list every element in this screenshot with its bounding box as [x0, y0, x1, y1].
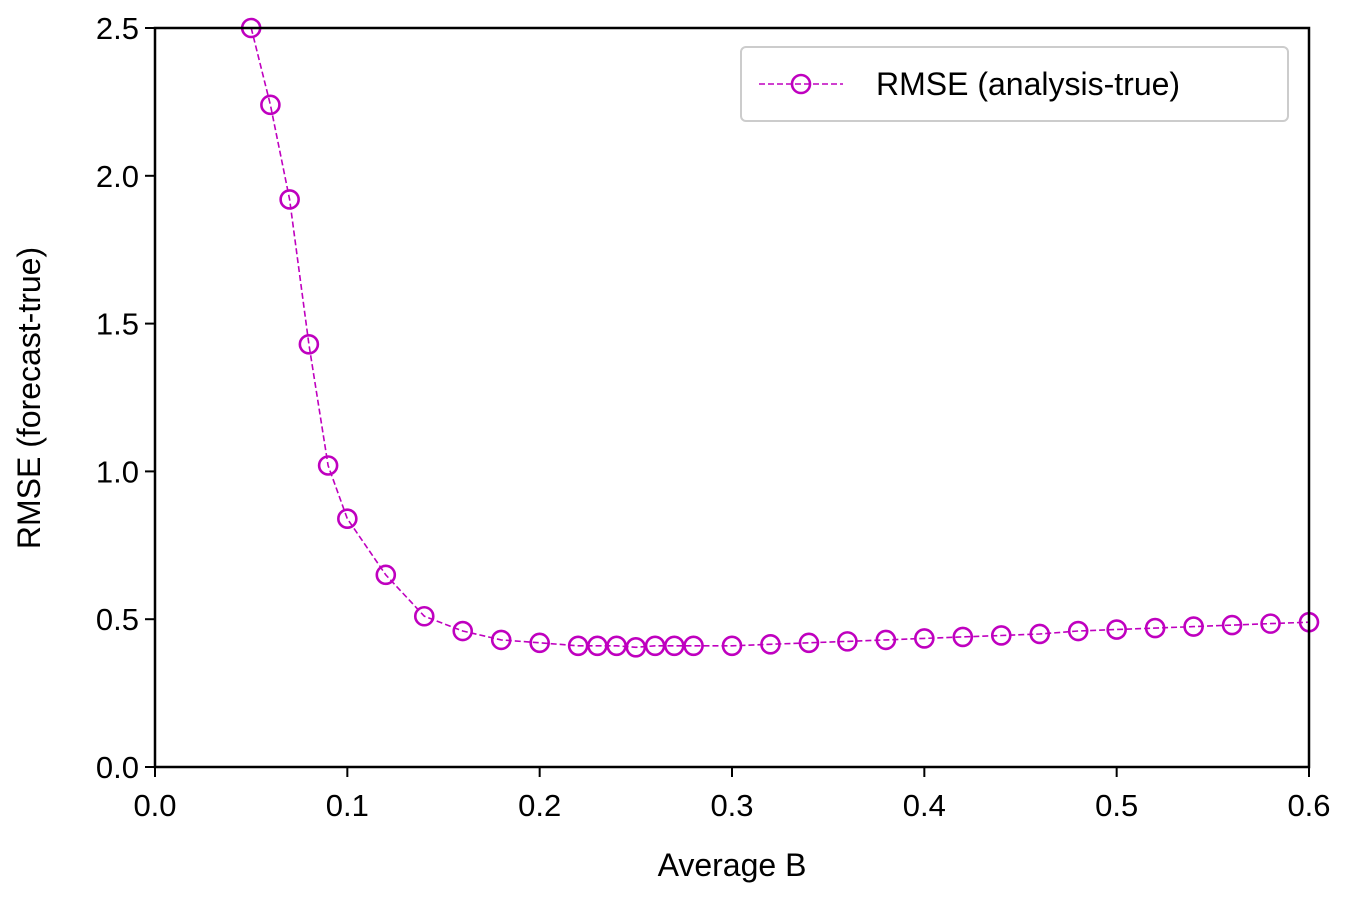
data-point	[317, 455, 339, 476]
y-tick-label: 2.0	[96, 159, 139, 194]
y-tick-label: 2.5	[96, 11, 139, 46]
data-point	[375, 564, 397, 586]
data-point	[760, 634, 781, 655]
plot-frame	[153, 26, 1311, 769]
legend-label: RMSE (analysis-true)	[876, 66, 1180, 102]
x-tick-label: 0.4	[903, 788, 946, 823]
data-point	[990, 625, 1012, 646]
x-tick-label: 0.2	[518, 788, 561, 823]
data-point	[721, 635, 743, 657]
data-point	[298, 333, 320, 355]
data-point	[1144, 617, 1166, 639]
legend-marker-sample	[790, 73, 812, 95]
data-point	[1260, 613, 1281, 634]
data-point	[1029, 623, 1051, 645]
x-axis: 0.0 0.1 0.2 0.3 0.4 0.5 0.6	[133, 767, 1331, 823]
series-line	[250, 27, 1310, 649]
data-point	[260, 94, 281, 116]
data-point	[625, 636, 647, 658]
y-axis-title: RMSE (forecast-true)	[11, 247, 47, 549]
data-point	[452, 620, 474, 642]
data-point	[279, 189, 300, 210]
data-point	[1106, 619, 1127, 640]
y-tick-label: 0.5	[96, 602, 139, 637]
x-tick-label: 0.6	[1287, 788, 1330, 823]
data-point	[1221, 614, 1243, 636]
data-point	[1183, 616, 1204, 637]
x-tick-label: 0.5	[1095, 788, 1138, 823]
legend: RMSE (analysis-true)	[740, 46, 1289, 122]
plot-marks	[240, 17, 1320, 658]
data-point	[1067, 620, 1089, 642]
data-point	[606, 635, 627, 657]
x-tick-label: 0.1	[326, 788, 369, 823]
data-point	[837, 631, 858, 652]
legend-box	[740, 46, 1289, 122]
y-tick-label: 0.0	[96, 750, 139, 785]
x-axis-title: Average B	[658, 847, 807, 883]
data-point	[914, 628, 935, 649]
data-point	[490, 629, 512, 651]
data-point	[798, 632, 820, 654]
data-point	[683, 635, 704, 657]
data-point	[529, 632, 550, 654]
data-point	[875, 629, 897, 651]
data-point	[413, 605, 435, 627]
x-tick-label: 0.3	[710, 788, 753, 823]
data-point	[337, 508, 358, 529]
x-tick-label: 0.0	[133, 788, 176, 823]
y-axis: 0.0 0.5 1.0 1.5 2.0 2.5	[96, 11, 155, 785]
y-tick-label: 1.5	[96, 307, 139, 342]
data-point	[952, 626, 974, 648]
y-tick-label: 1.0	[96, 454, 139, 489]
